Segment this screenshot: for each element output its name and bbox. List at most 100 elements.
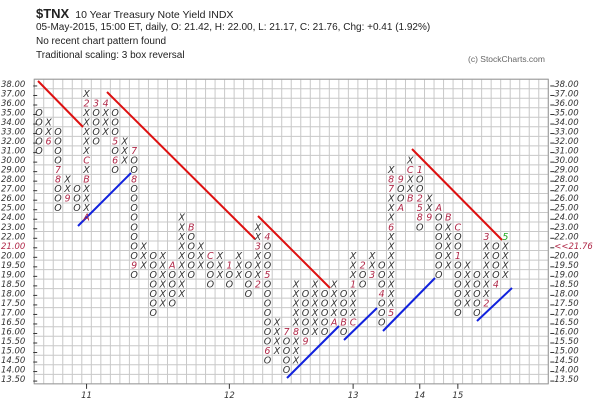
y-tick-label-right: 33.00 xyxy=(554,128,578,138)
o-box: O xyxy=(302,289,310,300)
o-box: O xyxy=(245,279,253,290)
x-box: X xyxy=(44,118,52,129)
y-tick-label-right: 25.00 xyxy=(554,204,578,214)
o-box: O xyxy=(130,194,138,205)
month-label: 3 xyxy=(369,270,375,281)
y-tick-label-right: 15.50 xyxy=(554,337,578,347)
o-box: O xyxy=(54,127,62,138)
o-box: O xyxy=(188,241,196,252)
y-tick-label-right: 38.00 xyxy=(554,80,578,90)
o-box: O xyxy=(149,308,157,319)
x-box: X xyxy=(197,251,205,262)
month-label: 7 xyxy=(283,327,289,338)
x-box: X xyxy=(82,89,90,100)
month-label: A xyxy=(168,260,176,271)
x-box: X xyxy=(235,270,243,281)
o-box: O xyxy=(435,260,443,271)
x-box: X xyxy=(254,232,262,243)
x-box: X xyxy=(387,298,395,309)
o-box: O xyxy=(35,146,43,157)
x-box: X xyxy=(82,203,90,214)
y-tick-label-right: 31.00 xyxy=(554,147,578,157)
x-box: X xyxy=(501,270,509,281)
o-box: O xyxy=(340,327,348,338)
y-tick-label-left: 27.00 xyxy=(1,185,25,195)
o-box: O xyxy=(283,356,291,367)
x-box: X xyxy=(82,127,90,138)
o-box: O xyxy=(149,279,157,290)
o-box: O xyxy=(188,260,196,271)
x-box: X xyxy=(82,118,90,129)
x-box: X xyxy=(63,175,71,186)
o-box: O xyxy=(321,317,329,328)
x-box: X xyxy=(463,298,471,309)
x-box: X xyxy=(387,279,395,290)
x-box: X xyxy=(330,308,338,319)
y-tick-label-right: 34.00 xyxy=(554,118,578,128)
o-box: O xyxy=(111,127,119,138)
y-tick-label-left: 30.00 xyxy=(1,156,25,166)
o-box: O xyxy=(264,279,272,290)
x-box: X xyxy=(444,260,452,271)
month-label: 9 xyxy=(131,260,137,271)
o-box: O xyxy=(378,317,386,328)
copyright: (c) StockCharts.com xyxy=(468,54,545,64)
y-tick-label-right: 24.00 xyxy=(554,213,578,223)
o-box: O xyxy=(416,184,424,195)
quote-line: 05-May-2015, 15:00 ET, daily, O: 21.42, … xyxy=(36,22,431,33)
x-box: X xyxy=(178,279,186,290)
y-tick-label-right: 16.50 xyxy=(554,318,578,328)
o-box: O xyxy=(454,298,462,309)
x-box: X xyxy=(178,241,186,252)
y-tick-label-right: 32.00 xyxy=(554,137,578,147)
o-box: O xyxy=(149,251,157,262)
x-box: X xyxy=(501,251,509,262)
month-label: C xyxy=(350,317,357,328)
x-box: X xyxy=(425,194,433,205)
y-tick-label-right: 27.00 xyxy=(554,185,578,195)
y-tick-label-left: 26.00 xyxy=(1,194,25,204)
o-box: O xyxy=(473,279,481,290)
o-box: O xyxy=(130,203,138,214)
x-box: X xyxy=(368,260,376,271)
y-tick-label-left: 20.00 xyxy=(1,251,25,261)
month-label: 2 xyxy=(360,260,366,271)
o-box: O xyxy=(473,308,481,319)
x-box: X xyxy=(178,260,186,271)
o-box: O xyxy=(264,337,272,348)
o-box: O xyxy=(130,165,138,176)
o-box: O xyxy=(302,327,310,338)
o-box: O xyxy=(340,298,348,309)
month-label: 2 xyxy=(483,298,489,309)
o-box: O xyxy=(454,270,462,281)
month-label: 8 xyxy=(388,175,394,186)
y-tick-label-right: 15.00 xyxy=(554,347,578,357)
x-box: X xyxy=(82,194,90,205)
o-box: O xyxy=(397,184,405,195)
o-box: O xyxy=(454,232,462,243)
o-box: O xyxy=(149,298,157,309)
y-tick-label-right: 17.50 xyxy=(554,299,578,309)
x-box: X xyxy=(349,260,357,271)
x-box: X xyxy=(501,260,509,271)
month-label: 4 xyxy=(264,232,270,243)
y-tick-label-left: 18.00 xyxy=(1,289,25,299)
o-box: O xyxy=(340,289,348,300)
x-box: X xyxy=(273,337,281,348)
o-box: O xyxy=(283,337,291,348)
x-box: X xyxy=(444,251,452,262)
o-box: O xyxy=(149,289,157,300)
o-box: O xyxy=(54,203,62,214)
o-box: O xyxy=(397,194,405,205)
o-box: O xyxy=(492,241,500,252)
o-box: O xyxy=(264,298,272,309)
x-box: X xyxy=(216,251,224,262)
y-tick-label-left: 24.00 xyxy=(1,213,25,223)
month-label: C xyxy=(455,222,462,233)
x-box: X xyxy=(139,241,147,252)
o-box: O xyxy=(92,127,100,138)
y-tick-label-right: 23.00 xyxy=(554,223,578,233)
y-tick-label-right: 14.50 xyxy=(554,356,578,366)
y-tick-label-left: 33.00 xyxy=(1,128,25,138)
o-box: O xyxy=(35,127,43,138)
